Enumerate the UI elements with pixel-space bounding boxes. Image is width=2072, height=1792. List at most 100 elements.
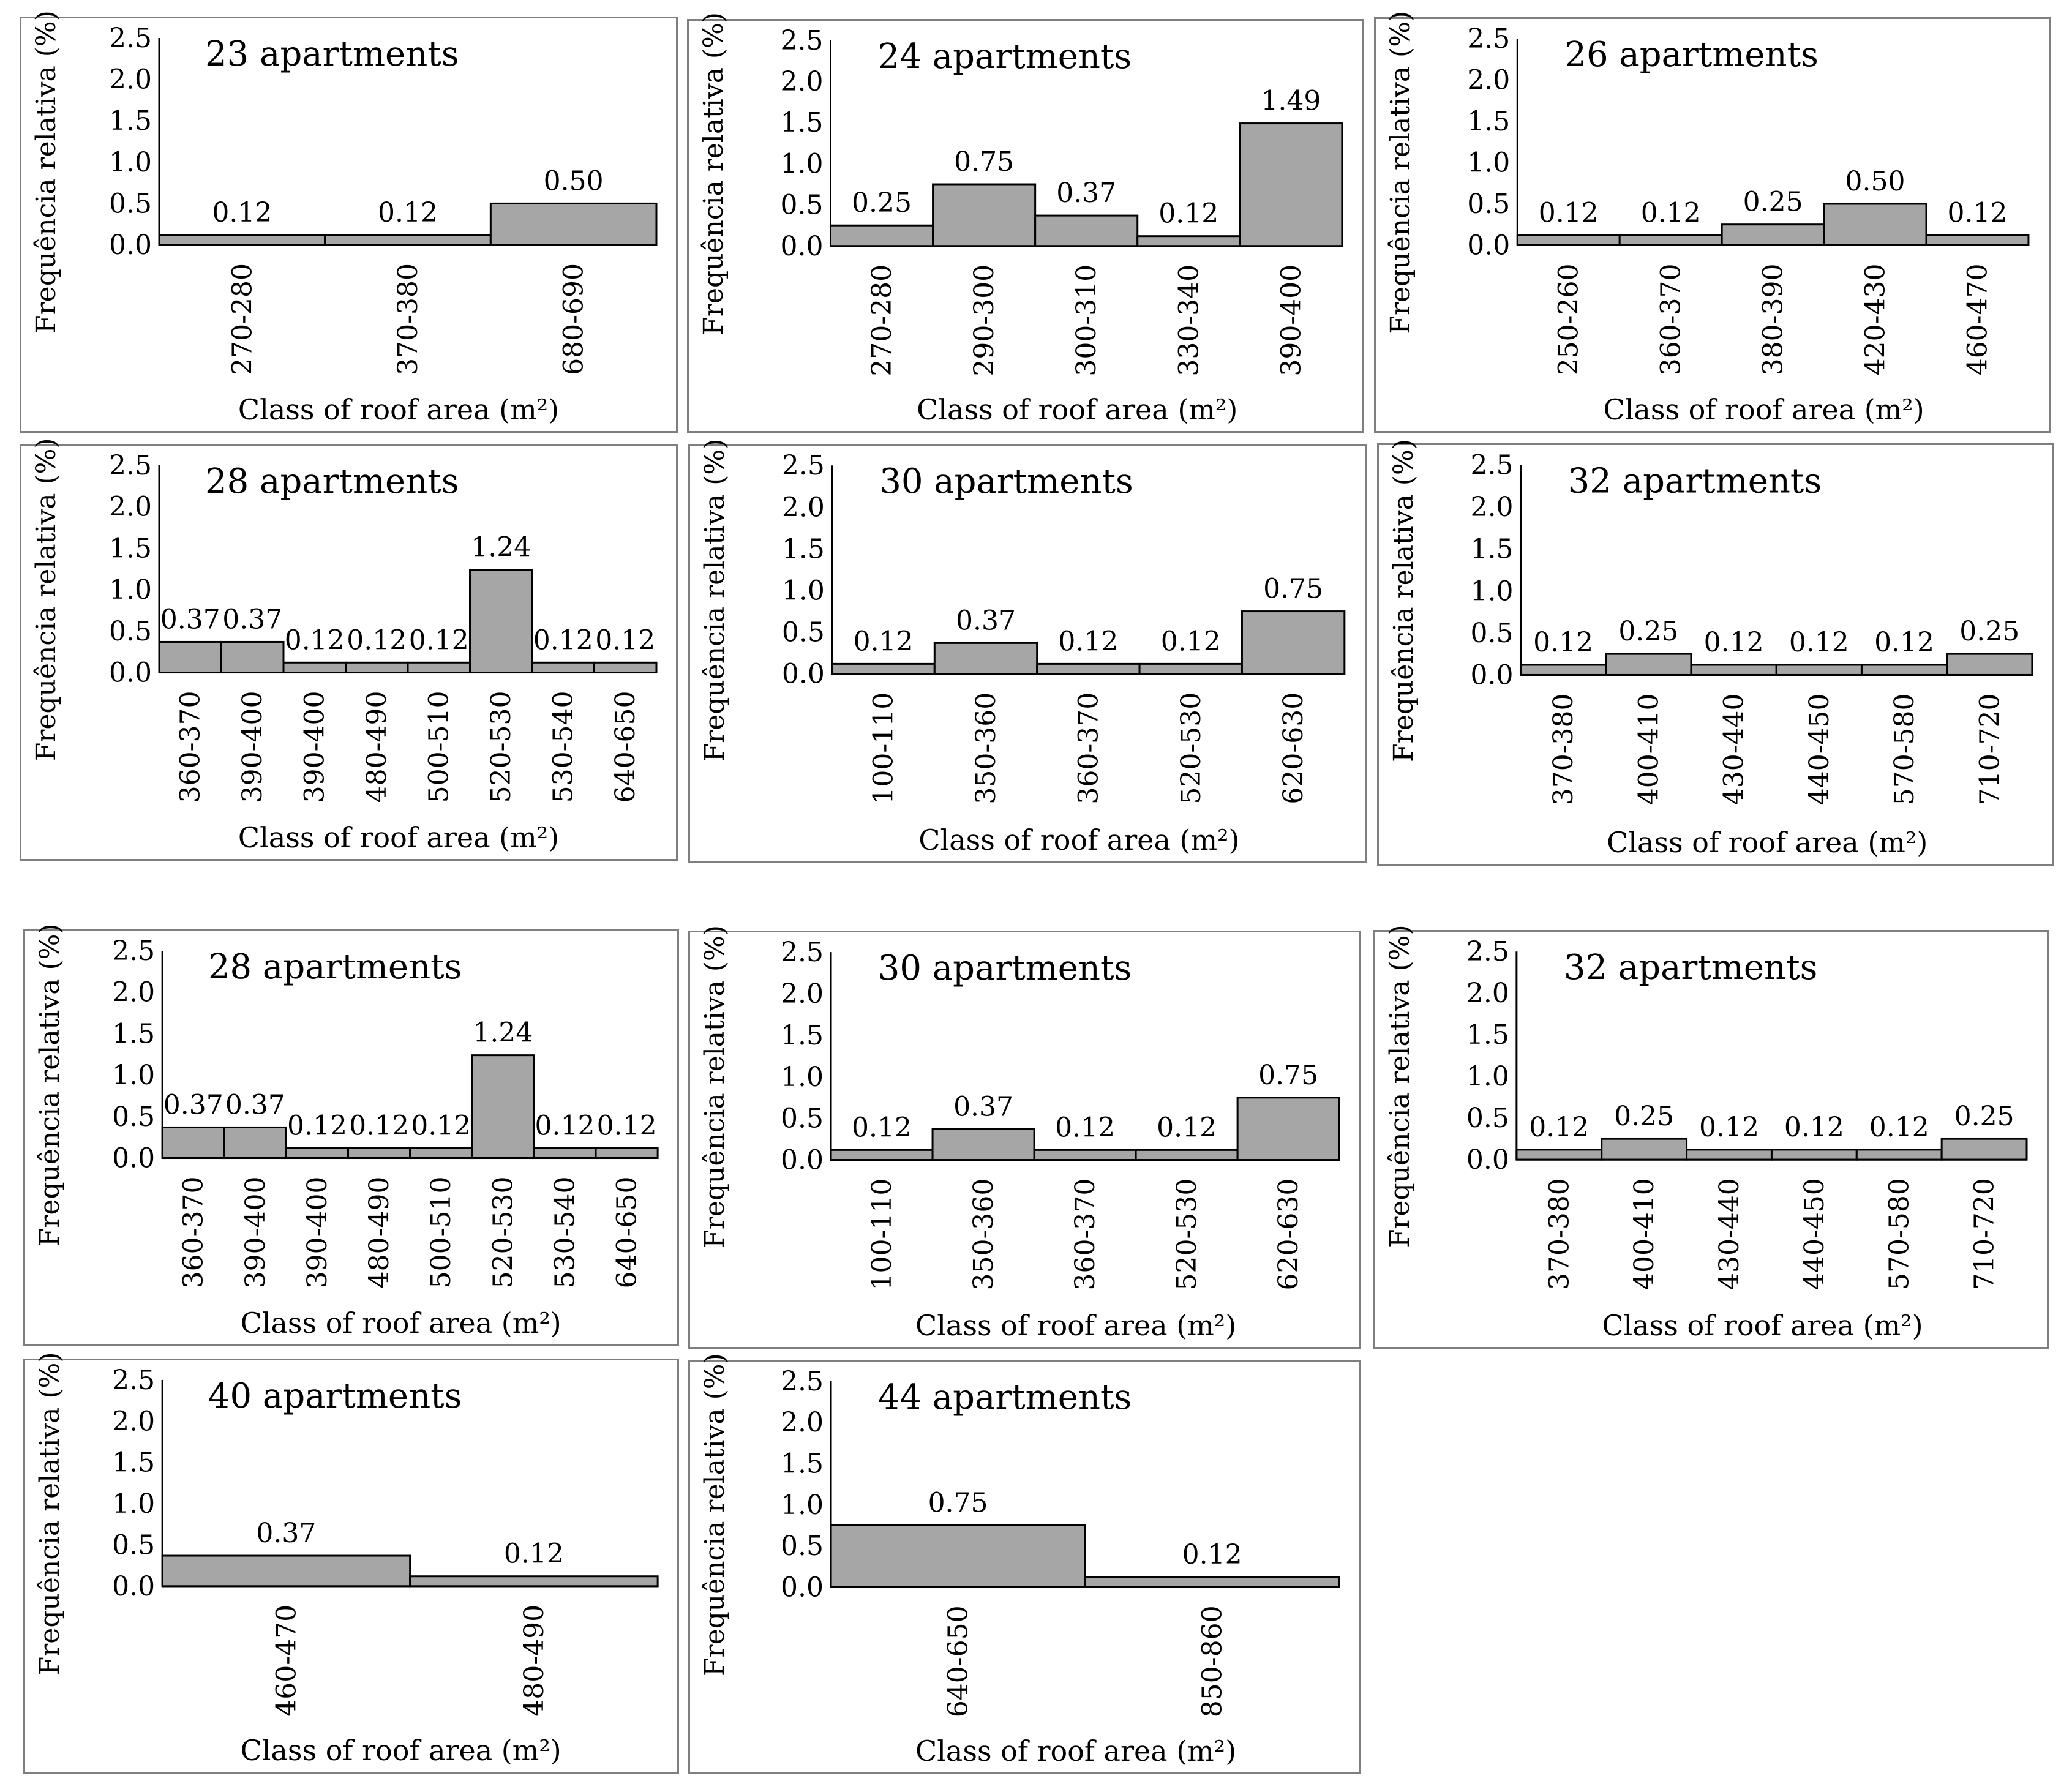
category-label: 380-390 [1758,263,1789,375]
y-tick-label: 2.0 [1471,492,1514,523]
y-axis-label: Frequência relativa (%) [34,1352,66,1676]
data-label: 0.37 [160,604,220,635]
chart-title: 28 apartments [205,462,459,501]
bar [1138,662,1243,675]
y-axis-label: Frequência relativa (%) [699,1353,730,1676]
category-label: 430-440 [1719,693,1750,805]
y-tick-label: 2.5 [109,450,152,481]
category-label: 440-450 [1799,1178,1830,1290]
y-tick-label: 2.0 [112,977,155,1008]
bar [409,1575,659,1588]
chart-panel: 30 apartments 0.0 0.5 1.0 1.5 2.0 2.5 Frequênci… [688,925,1361,1349]
data-label: 0.12 [378,197,438,228]
y-tick-label: 2.5 [781,1366,824,1397]
data-label: 0.75 [928,1487,988,1518]
bar [1033,1149,1137,1161]
data-label: 0.12 [595,624,655,656]
x-axis-label: Class of roof area (m²) [241,1307,561,1340]
data-label: 0.12 [1641,197,1701,228]
bar [533,1147,597,1160]
x-axis-label: Class of roof area (m²) [241,1734,561,1767]
y-tick-label: 0.5 [109,616,152,647]
chart-svg: 28 apartments 0.0 0.5 1.0 1.5 2.0 2.5 Frequênci… [31,438,658,854]
y-tick-label: 2.5 [781,25,824,56]
bar [489,202,658,246]
chart-svg: 23 apartments 0.0 0.5 1.0 1.5 2.0 2.5 Frequênci… [31,10,658,426]
data-label: 0.12 [1161,626,1221,657]
chart-panel: 30 apartments 0.0 0.5 1.0 1.5 2.0 2.5 Frequênci… [688,439,1367,863]
data-label: 0.75 [954,146,1014,178]
chart-svg: 30 apartments 0.0 0.5 1.0 1.5 2.0 2.5 Frequênci… [699,925,1340,1342]
category-label: 520-530 [1176,692,1207,804]
category-label: 370-380 [1548,693,1579,805]
bar [1516,234,1621,246]
data-label: 0.12 [1529,1112,1589,1143]
category-label: 350-360 [970,692,1002,804]
bar [830,1524,1086,1588]
bar [345,661,409,674]
y-tick-label: 2.0 [109,492,152,523]
category-label: 480-490 [364,1177,395,1289]
y-tick-label: 0.0 [112,1143,155,1174]
category-label: 390-400 [240,1177,271,1289]
data-label: 0.25 [1959,616,2019,647]
y-tick-label: 0.5 [112,1101,155,1133]
y-tick-label: 1.0 [109,147,152,178]
data-label: 0.37 [222,604,282,635]
chart-title: 32 apartments [1564,948,1818,988]
category-label: 460-470 [1962,263,1993,375]
chart-panel: 23 apartments 0.0 0.5 1.0 1.5 2.0 2.5 Frequênci… [20,10,678,433]
x-axis-label: Class of roof area (m²) [238,821,559,854]
y-tick-label: 1.0 [782,575,825,607]
bar [158,234,326,246]
bar [409,1147,473,1160]
y-tick-label: 2.0 [781,1407,824,1438]
x-axis-label: Class of roof area (m²) [918,823,1239,857]
bar [1690,664,1777,676]
y-axis-label: Frequência relativa (%) [31,10,62,334]
chart-panel: 26 apartments 0.0 0.5 1.0 1.5 2.0 2.5 Frequênci… [1374,11,2051,433]
category-label: 850-860 [1197,1605,1228,1717]
chart-title: 30 apartments [879,462,1133,501]
y-axis-label: Frequência relativa (%) [31,438,62,761]
category-label: 440-450 [1804,693,1835,805]
x-axis-label: Class of roof area (m²) [1604,393,1924,426]
y-tick-label: 2.0 [781,978,824,1010]
data-label: 0.12 [852,1112,912,1143]
chart-svg: 28 apartments 0.0 0.5 1.0 1.5 2.0 2.5 Frequênci… [34,923,659,1340]
bar [1034,214,1139,247]
bar [1135,1149,1239,1161]
category-label: 640-650 [612,1177,643,1289]
category-label: 680-690 [558,263,590,375]
category-label: 710-720 [1974,693,2005,805]
data-label: 0.12 [1789,627,1849,658]
bar [1601,1138,1688,1161]
data-label: 0.12 [409,624,469,656]
y-tick-label: 0.0 [112,1571,155,1602]
data-label: 0.37 [956,605,1016,636]
y-tick-label: 2.5 [109,23,152,54]
data-label: 0.12 [212,197,272,228]
data-label: 0.25 [852,187,912,219]
y-tick-label: 1.5 [782,533,825,564]
category-label: 480-490 [519,1605,550,1717]
category-label: 400-410 [1629,1178,1660,1290]
bar [161,1126,225,1160]
data-label: 0.37 [225,1089,285,1120]
y-tick-label: 1.0 [781,1062,824,1093]
y-tick-label: 0.5 [782,617,825,648]
bar [1618,234,1723,246]
category-label: 390-400 [1275,264,1307,377]
bar [1241,610,1346,675]
bar [1860,664,1948,676]
category-label: 620-630 [1278,692,1309,804]
y-tick-label: 2.0 [112,1406,155,1437]
bar [593,661,658,674]
category-label: 480-490 [361,691,392,803]
category-label: 520-530 [1171,1179,1203,1291]
x-axis-label: Class of roof area (m²) [917,393,1237,426]
chart-panel: 32 apartments 0.0 0.5 1.0 1.5 2.0 2.5 Frequênci… [1373,924,2049,1349]
chart-title: 26 apartments [1564,35,1819,75]
category-label: 640-650 [610,691,641,803]
bar [1940,1138,2028,1161]
